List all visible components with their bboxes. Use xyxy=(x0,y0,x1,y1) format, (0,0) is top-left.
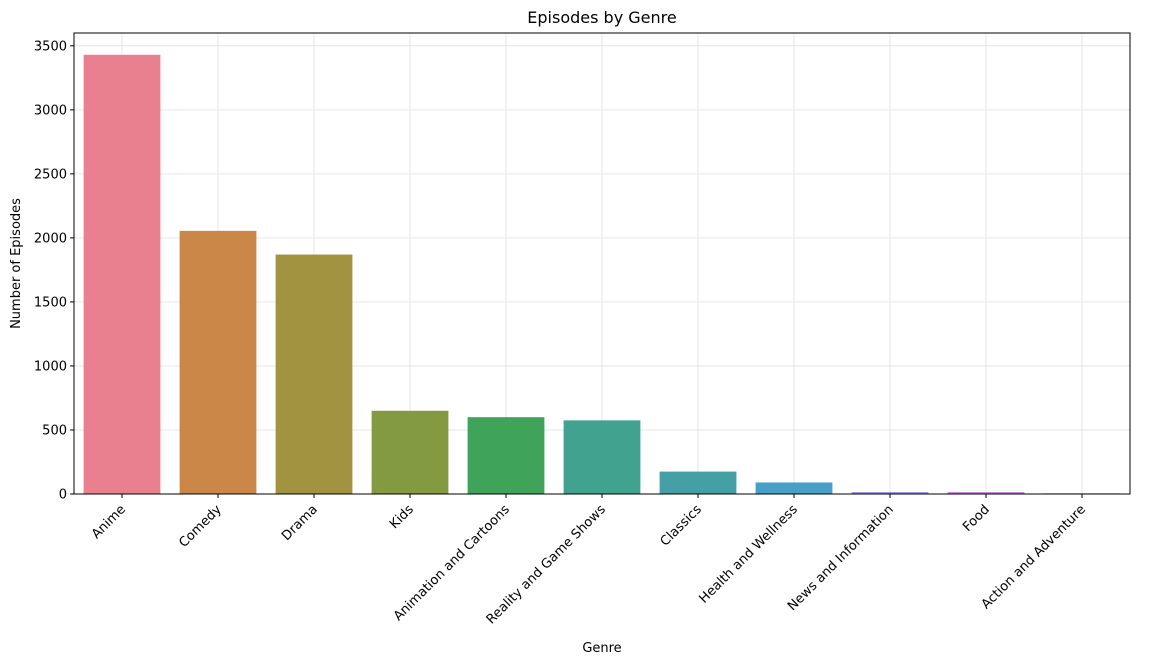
y-tick-label: 3500 xyxy=(34,39,67,54)
x-tick-label: Comedy xyxy=(176,502,225,551)
bar xyxy=(563,420,641,494)
y-tick-label: 2000 xyxy=(34,231,67,246)
bars xyxy=(83,54,1121,495)
x-axis-label: Genre xyxy=(582,641,621,656)
x-tick-label: Health and Wellness xyxy=(697,502,801,606)
bar xyxy=(851,492,929,494)
y-tick-label: 2500 xyxy=(34,167,67,182)
bar xyxy=(371,410,449,494)
bar xyxy=(83,54,161,495)
bar xyxy=(467,417,545,494)
y-tick-label: 3000 xyxy=(34,103,67,118)
bar xyxy=(179,230,257,495)
x-tick-label: Anime xyxy=(89,502,129,542)
y-tick-label: 1500 xyxy=(34,295,67,310)
bar xyxy=(755,482,833,494)
bar xyxy=(947,492,1025,494)
x-tick-label: Drama xyxy=(279,502,321,544)
x-tick-label: Action and Adventure xyxy=(979,502,1089,612)
y-tick-label: 0 xyxy=(59,488,67,503)
chart-title: Episodes by Genre xyxy=(527,8,676,27)
y-tick-label: 1000 xyxy=(34,359,67,374)
bar xyxy=(275,254,353,494)
x-tick-label: Classics xyxy=(658,502,705,549)
x-tick-label: Kids xyxy=(387,502,417,532)
y-tick-label: 500 xyxy=(42,423,67,438)
x-tick-label: Food xyxy=(960,502,993,535)
x-tick-label: News and Information xyxy=(785,502,897,614)
y-axis-label: Number of Episodes xyxy=(9,198,24,329)
y-axis-ticks: 0 500 1000 1500 2000 2500 3000 3500 xyxy=(34,39,74,503)
bar xyxy=(659,471,737,494)
